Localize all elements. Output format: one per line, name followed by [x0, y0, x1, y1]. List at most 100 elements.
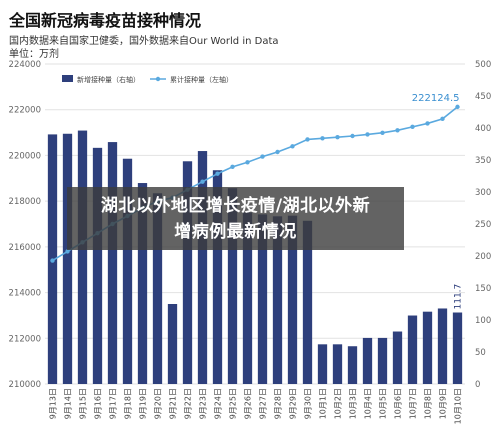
x-tick-label: 10月7日	[409, 388, 418, 419]
x-tick-label: 9月21日	[169, 388, 178, 419]
x-tick-label: 10月1日	[319, 388, 328, 419]
x-tick-label: 9月25日	[229, 388, 238, 419]
x-tick-label: 9月23日	[199, 388, 208, 419]
bar	[137, 183, 148, 384]
y-left-tick-label: 216000	[9, 243, 41, 253]
bar	[377, 337, 388, 384]
x-tick-label: 10月2日	[334, 388, 343, 419]
line-point	[245, 160, 250, 165]
bar	[317, 344, 328, 384]
line-point	[320, 136, 325, 141]
x-tick-label: 9月22日	[184, 388, 193, 419]
line-point	[275, 149, 280, 155]
line-point	[200, 179, 205, 184]
y-right-tick-label: 250	[475, 220, 491, 230]
bar	[167, 304, 178, 384]
bar	[182, 161, 193, 384]
y-right-tick-label: 200	[475, 252, 491, 262]
bar	[347, 346, 358, 384]
bar	[92, 147, 103, 384]
legend-swatch-point	[155, 76, 161, 82]
line-point	[365, 132, 370, 137]
line-point	[395, 128, 400, 133]
x-tick-label: 9月18日	[124, 388, 133, 419]
line-point	[50, 258, 55, 263]
x-tick-label: 10月6日	[394, 388, 403, 419]
x-tick-label: 9月28日	[274, 388, 283, 419]
bar	[452, 312, 463, 384]
last-bar-data-label: 111.7	[454, 284, 464, 310]
source-note: 国内数据来自国家卫健委，国外数据来自Our World in Data	[9, 36, 279, 47]
bar	[107, 142, 118, 384]
bar	[77, 130, 88, 384]
y-left-tick-label: 210000	[9, 380, 41, 390]
last-point-data-label: 222124.5	[412, 93, 460, 104]
y-right-tick-label: 100	[475, 316, 491, 326]
bar	[407, 315, 418, 384]
y-left-tick-label: 212000	[9, 334, 41, 344]
bar	[122, 158, 133, 384]
bar	[362, 337, 373, 384]
bar	[437, 308, 448, 384]
y-left-tick-label: 220000	[9, 151, 41, 161]
bar	[152, 193, 163, 384]
overlay-banner: 湖北以外地区增长疫情/湖北以外新 增病例最新情况	[67, 187, 404, 250]
line-point	[260, 154, 265, 159]
line-point	[290, 144, 295, 149]
x-tick-label: 9月20日	[154, 388, 163, 419]
bar	[242, 212, 253, 384]
y-right-tick-label: 450	[475, 92, 491, 102]
x-tick-label: 9月27日	[259, 388, 268, 419]
x-tick-label: 9月24日	[214, 388, 223, 419]
x-tick-label: 10月10日	[454, 388, 463, 424]
bar	[332, 344, 343, 384]
bar	[392, 331, 403, 384]
y-left-tick-label: 214000	[9, 289, 41, 299]
chart-title: 全国新冠病毒疫苗接种情况	[9, 11, 202, 30]
bar	[212, 170, 223, 384]
bar	[422, 311, 433, 384]
x-tick-label: 9月13日	[49, 388, 58, 419]
x-tick-label: 9月29日	[289, 388, 298, 419]
x-tick-label: 10月4日	[364, 388, 373, 419]
x-tick-label: 9月15日	[79, 388, 88, 419]
bar	[272, 216, 283, 384]
y-left-tick-label: 218000	[9, 197, 41, 207]
x-tick-label: 9月14日	[64, 388, 73, 419]
legend-label-bar: 新增接种量（右轴）	[77, 75, 140, 84]
x-tick-label: 10月8日	[424, 388, 433, 419]
legend-swatch-bar	[62, 75, 73, 82]
bar	[227, 188, 238, 384]
unit-note: 单位：万剂	[9, 49, 59, 60]
y-right-tick-label: 500	[475, 60, 491, 70]
x-tick-label: 10月5日	[379, 388, 388, 419]
bar	[302, 220, 313, 384]
y-left-tick-label: 222000	[9, 106, 41, 116]
y-right-tick-label: 300	[475, 188, 491, 198]
line-point	[380, 130, 385, 135]
bar	[287, 215, 298, 384]
line-point	[350, 133, 355, 139]
line-point	[440, 116, 445, 122]
line-point	[305, 137, 310, 142]
x-tick-label: 9月30日	[304, 388, 313, 419]
x-tick-label: 9月26日	[244, 388, 253, 419]
x-tick-label: 10月9日	[439, 388, 448, 419]
bar	[197, 151, 208, 384]
y-right-tick-label: 350	[475, 156, 491, 166]
line-point	[65, 249, 70, 254]
y-left-tick-label: 224000	[9, 60, 41, 70]
bar	[257, 214, 268, 384]
bar	[62, 133, 73, 384]
line-point	[410, 124, 415, 130]
line-point	[215, 171, 220, 176]
y-right-tick-label: 150	[475, 284, 491, 294]
line-point	[230, 164, 235, 170]
x-tick-label: 9月16日	[94, 388, 103, 419]
line-point	[425, 121, 430, 126]
x-tick-label: 9月17日	[109, 388, 118, 419]
y-right-tick-label: 0	[475, 380, 480, 390]
y-right-tick-label: 400	[475, 124, 491, 134]
banner-line-2: 增病例最新情况	[174, 222, 297, 242]
